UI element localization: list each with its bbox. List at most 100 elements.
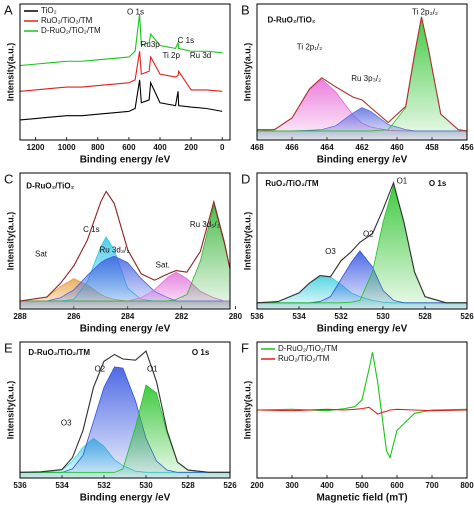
x-tick-label: 526 [460,312,474,321]
annotation: D-RuO₂/TiO₂/TM [28,348,90,357]
annotation: Sat. [156,261,170,270]
legend-label: D-RuO₂/TiO₂/TM [41,26,101,35]
annotation: O2 [363,229,374,238]
x-tick-label: 288 [13,312,27,321]
annotation: Ru 3d [190,51,211,60]
y-axis-label: Intensity(a.u.) [242,212,252,271]
annotation: RuO₂/TiO₂/TM [265,179,319,188]
x-tick-label: 400 [320,481,334,490]
x-tick-label: 466 [285,143,299,152]
x-tick-label: 800 [460,481,474,490]
panel-label: C [4,171,13,186]
plot-area [20,190,230,309]
x-tick-label: 532 [97,481,111,490]
plot-area [257,181,467,309]
legend-label: RuO₂/TiO₂/TM [41,16,93,25]
x-axis-label: Binding energy /eV [80,155,171,166]
legend-label: D-RuO₂/TiO₂/TM [278,344,338,353]
y-axis-label: Intensity(a.u.) [242,381,252,440]
annotation: Ru 3d₃/₂ [100,246,130,255]
x-tick-label: 526 [223,481,237,490]
x-tick-label: 300 [285,481,299,490]
annotation: Ti 2p₃/₂ [412,7,438,16]
x-tick-label: 200 [250,481,264,490]
x-tick-label: 530 [376,312,390,321]
x-tick-label: 462 [355,143,369,152]
plot-area [257,352,467,460]
x-tick-label: 530 [139,481,153,490]
annotation: O 1s [127,7,144,16]
panel-label: B [241,2,250,17]
envelope-line [20,190,230,302]
annotation: O 1s [192,348,210,357]
x-tick-label: 286 [67,312,81,321]
y-axis-label: Intensity(a.u.) [5,381,15,440]
series-line [20,13,223,67]
x-axis-label: Binding energy /eV [317,324,408,335]
envelope-line [257,16,467,132]
annotation: D-RuO₂/TiO₂ [26,182,74,191]
plot-frame [256,172,468,310]
annotation: O1 [147,364,158,373]
x-axis-label: Binding energy /eV [80,493,171,504]
x-tick-label: 460 [390,143,404,152]
x-tick-label: 282 [175,312,189,321]
annotation: O2 [94,364,105,373]
x-tick-label: 500 [355,481,369,490]
annotation: O3 [325,247,336,256]
annotation: O1 [397,176,408,185]
plot-frame [19,341,231,479]
series-line [257,406,467,415]
plot-frame [19,3,231,141]
y-axis-label: Intensity(a.u.) [242,43,252,102]
panel-label: F [241,340,249,355]
x-tick-label: 536 [13,481,27,490]
x-tick-label: 1000 [58,143,76,152]
annotation: O 1s [429,179,447,188]
plot-area [20,350,230,478]
plot-frame [256,341,468,479]
plot-frame [19,172,231,310]
x-tick-label: 0 [220,143,225,152]
series-line [20,51,223,92]
annotation: C 1s [178,36,194,45]
x-tick-label: 284 [121,312,135,321]
x-tick-label: 468 [250,143,264,152]
x-axis-label: Binding energy /eV [80,324,171,335]
annotation: C 1s [83,225,99,234]
series-line [20,79,223,121]
x-tick-label: 1200 [27,143,45,152]
x-tick-label: 528 [181,481,195,490]
panel-label: E [4,340,13,355]
x-tick-label: 532 [334,312,348,321]
x-tick-label: 534 [55,481,69,490]
annotation: Ti 2p₁/₂ [297,43,323,52]
x-tick-label: 536 [250,312,264,321]
annotation: Ru 3p₃/₂ [351,74,381,83]
x-tick-label: 600 [122,143,136,152]
plot-frame [256,3,468,141]
x-tick-label: 280 [229,312,243,321]
y-axis-label: Intensity(a.u.) [5,43,15,102]
x-axis-label: Binding energy /eV [317,155,408,166]
x-tick-label: 600 [390,481,404,490]
envelope-line [20,350,230,473]
annotation: Ti 2p [162,51,180,60]
x-tick-label: 528 [418,312,432,321]
x-tick-label: 400 [153,143,167,152]
annotation: Ru3p [141,40,161,49]
legend-label: RuO₂/TiO₂/TM [278,354,330,363]
annotation: D-RuO₂/TiO₂ [268,15,316,24]
plot-area [20,13,223,121]
plot-area [257,16,467,140]
y-axis-label: Intensity(a.u.) [5,212,15,271]
x-axis-label: Magnetic field (mT) [316,493,407,504]
x-tick-label: 458 [425,143,439,152]
legend-label: TiO₂ [41,6,57,15]
x-tick-label: 700 [425,481,439,490]
x-tick-label: 800 [91,143,105,152]
annotation: O3 [61,419,72,428]
x-tick-label: 200 [184,143,198,152]
x-tick-label: 464 [320,143,334,152]
